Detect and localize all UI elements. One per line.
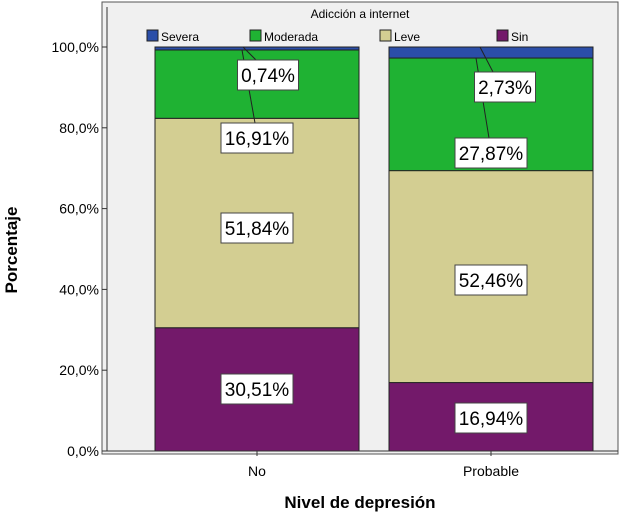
y-tick-label: 100,0% (52, 39, 99, 55)
x-tick-label: Probable (463, 463, 519, 479)
data-label-box (474, 71, 536, 103)
legend-title: Adicción a internet (311, 7, 410, 21)
y-tick-label: 20,0% (59, 362, 99, 378)
data-label: 16,91% (225, 129, 290, 150)
legend-label-sin: Sin (511, 30, 528, 44)
y-tick-label: 0,0% (67, 443, 99, 459)
data-label-box (237, 59, 299, 91)
legend-swatch-leve (379, 29, 392, 42)
x-tick-label: No (248, 463, 266, 479)
data-label: 2,73% (478, 78, 532, 99)
data-label-box (454, 402, 528, 434)
data-label: 30,51% (225, 380, 290, 401)
y-tick-label: 40,0% (59, 281, 99, 297)
legend-label-moderada: Moderada (264, 30, 318, 44)
y-axis-label: Porcentaje (2, 207, 21, 294)
y-tick-label: 60,0% (59, 201, 99, 217)
legend-swatch-severa (146, 29, 159, 42)
data-label-box (454, 137, 528, 169)
data-label: 27,87% (459, 144, 524, 165)
data-label-box (454, 264, 528, 296)
data-label-box (220, 122, 294, 154)
data-label: 52,46% (459, 271, 524, 292)
legend-swatch-moderada (249, 29, 262, 42)
bar-segment-severa (388, 46, 594, 59)
label-leader-line (479, 46, 494, 73)
legend-label-leve: Leve (394, 30, 420, 44)
data-label-box (220, 373, 294, 405)
bar-segment-severa (154, 46, 360, 51)
data-label: 0,74% (241, 66, 295, 87)
data-label: 51,84% (225, 219, 290, 240)
data-label: 16,94% (459, 409, 524, 430)
label-leader-line (242, 46, 257, 61)
data-label-box (220, 212, 294, 244)
y-tick-label: 80,0% (59, 120, 99, 136)
x-axis-label: Nivel de depresión (284, 493, 435, 512)
legend-swatch-sin (496, 29, 509, 42)
legend-label-severa: Severa (161, 30, 199, 44)
